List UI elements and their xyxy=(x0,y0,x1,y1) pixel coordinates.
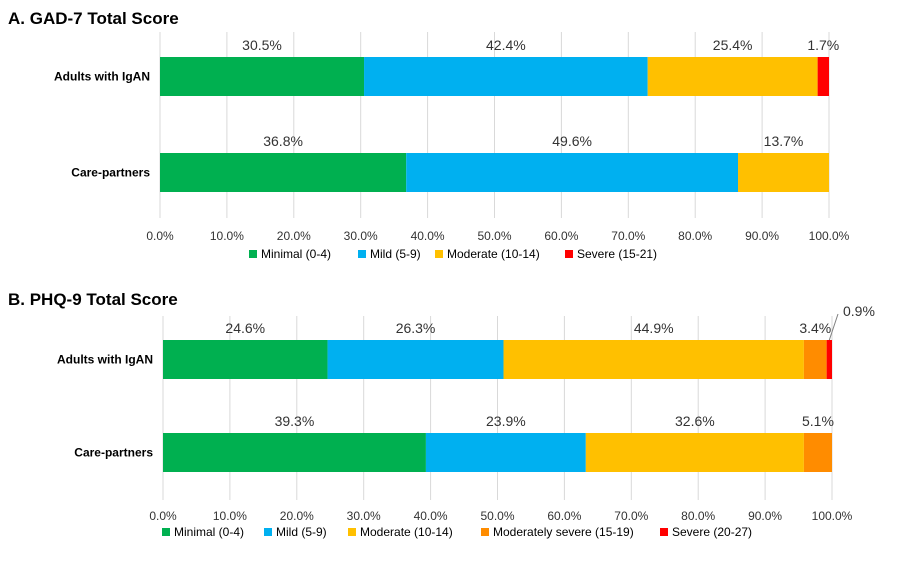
bar-segment xyxy=(160,57,365,96)
legend-swatch xyxy=(162,528,170,536)
legend-swatch xyxy=(348,528,356,536)
x-tick-label: 40.0% xyxy=(414,509,448,523)
bar-segment xyxy=(160,153,407,192)
legend-swatch xyxy=(660,528,668,536)
category-label: Adults with IgAN xyxy=(54,70,150,84)
x-tick-label: 0.0% xyxy=(146,229,174,243)
data-label: 32.6% xyxy=(675,413,715,429)
category-label: Adults with IgAN xyxy=(57,353,153,367)
data-label: 24.6% xyxy=(225,320,265,336)
bar-segment xyxy=(803,433,832,472)
legend-label: Minimal (0-4) xyxy=(261,247,331,261)
x-tick-label: 80.0% xyxy=(681,509,715,523)
data-label: 36.8% xyxy=(263,133,303,149)
bar-segment xyxy=(364,57,648,96)
legend-swatch xyxy=(565,250,573,258)
x-tick-label: 60.0% xyxy=(544,229,578,243)
legend-label: Minimal (0-4) xyxy=(174,525,244,539)
chart-title: A. GAD-7 Total Score xyxy=(8,9,179,28)
x-tick-label: 20.0% xyxy=(280,509,314,523)
legend-label: Mild (5-9) xyxy=(276,525,327,539)
x-tick-label: 40.0% xyxy=(411,229,445,243)
legend-swatch xyxy=(358,250,366,258)
category-label: Care-partners xyxy=(74,446,153,460)
legend-label: Moderately severe (15-19) xyxy=(493,525,634,539)
data-label: 44.9% xyxy=(634,320,674,336)
bar-segment xyxy=(826,340,832,379)
x-tick-label: 100.0% xyxy=(809,229,850,243)
chart-gad7: A. GAD-7 Total Score 0.0% 10.0% 20.0% 30.0%… xyxy=(8,9,850,261)
data-label: 13.7% xyxy=(764,133,804,149)
bar-segment xyxy=(163,433,426,472)
data-label: 3.4% xyxy=(799,320,831,336)
leader-line xyxy=(828,313,839,341)
bar-segment xyxy=(503,340,804,379)
x-tick-label: 60.0% xyxy=(547,509,581,523)
legend-swatch xyxy=(249,250,257,258)
x-tick-label: 10.0% xyxy=(213,509,247,523)
x-tick-label: 70.0% xyxy=(614,509,648,523)
x-tick-label: 50.0% xyxy=(477,229,511,243)
legend-label: Moderate (10-14) xyxy=(360,525,453,539)
data-label: 39.3% xyxy=(275,413,315,429)
legend-swatch xyxy=(435,250,443,258)
x-tick-label: 100.0% xyxy=(812,509,853,523)
x-tick-label: 90.0% xyxy=(745,229,779,243)
bar-segment xyxy=(738,153,829,192)
legend-label: Severe (20-27) xyxy=(672,525,752,539)
data-label: 23.9% xyxy=(486,413,526,429)
x-tick-label: 50.0% xyxy=(480,509,514,523)
bar-segment xyxy=(406,153,739,192)
data-label: 30.5% xyxy=(242,37,282,53)
data-label: 5.1% xyxy=(802,413,834,429)
data-label: 49.6% xyxy=(552,133,592,149)
data-label: 1.7% xyxy=(807,37,839,53)
bar-segment xyxy=(425,433,586,472)
bar-segment xyxy=(163,340,328,379)
bar-segment xyxy=(327,340,504,379)
chart-title: B. PHQ-9 Total Score xyxy=(8,290,178,309)
x-tick-label: 70.0% xyxy=(611,229,645,243)
legend-label: Mild (5-9) xyxy=(370,247,421,261)
data-label: 25.4% xyxy=(713,37,753,53)
data-label: 26.3% xyxy=(396,320,436,336)
legend-label: Severe (15-21) xyxy=(577,247,657,261)
x-tick-label: 80.0% xyxy=(678,229,712,243)
bar-segment xyxy=(817,57,829,96)
legend-swatch xyxy=(264,528,272,536)
bar-segment xyxy=(803,340,827,379)
bar-segment xyxy=(647,57,818,96)
data-label: 42.4% xyxy=(486,37,526,53)
x-tick-label: 20.0% xyxy=(277,229,311,243)
x-tick-label: 30.0% xyxy=(347,509,381,523)
x-tick-label: 0.0% xyxy=(149,509,177,523)
legend-swatch xyxy=(481,528,489,536)
bar-segment xyxy=(585,433,804,472)
chart-phq9: B. PHQ-9 Total Score 0.0% 10.0% 20.0% 30.0%… xyxy=(8,290,875,539)
x-tick-label: 90.0% xyxy=(748,509,782,523)
legend-label: Moderate (10-14) xyxy=(447,247,540,261)
x-tick-label: 10.0% xyxy=(210,229,244,243)
category-label: Care-partners xyxy=(71,166,150,180)
data-label: 0.9% xyxy=(843,303,875,319)
x-tick-label: 30.0% xyxy=(344,229,378,243)
